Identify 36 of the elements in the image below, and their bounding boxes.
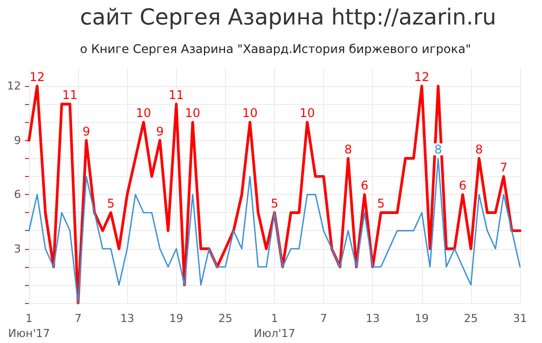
data-label: 5 (377, 196, 385, 211)
data-label: 10 (242, 106, 258, 120)
data-label: 7 (500, 160, 508, 174)
x-tick-label: 31 (513, 312, 527, 325)
x-tick-label: 13 (120, 312, 134, 325)
data-label: 11 (62, 88, 78, 102)
data-label: 9 (156, 124, 164, 138)
y-tick-label: 12 (7, 80, 21, 93)
data-label: 8 (344, 142, 352, 156)
data-label: 5 (107, 196, 115, 211)
data-label: 10 (300, 106, 315, 120)
y-tick-label: 3 (14, 242, 21, 256)
y-tick-label: 6 (14, 188, 21, 202)
y-tick-label: 9 (14, 134, 21, 147)
x-tick-label: 25 (464, 312, 478, 325)
data-label: 12 (414, 70, 430, 84)
chart-subtitle: о Книге Сергея Азарина "Хавард.История биржевого игрока" (80, 42, 471, 56)
data-label: 8 (434, 142, 442, 156)
data-label: 5 (270, 196, 278, 211)
x-tick-label: 7 (74, 312, 82, 325)
data-label: 9 (82, 124, 90, 138)
x-tick-label: 1 Июн'17 (8, 312, 50, 340)
data-label: 10 (136, 106, 152, 120)
x-tick-label: 19 (169, 312, 184, 325)
x-tick-label: 1 Июл'17 (254, 312, 296, 340)
x-tick-label: 13 (366, 312, 380, 325)
data-label: 11 (168, 88, 184, 102)
chart-title: сайт Сергея Азарина http://azarin.ru (80, 6, 496, 30)
data-label: 8 (475, 142, 483, 156)
x-tick-label: 19 (414, 312, 429, 325)
x-tick-label: 25 (218, 312, 232, 325)
x-tick-label: 7 (320, 312, 328, 325)
data-label: 6 (360, 178, 368, 193)
data-label: 10 (185, 106, 200, 120)
data-label: 6 (458, 178, 467, 193)
data-label: 12 (30, 70, 45, 84)
